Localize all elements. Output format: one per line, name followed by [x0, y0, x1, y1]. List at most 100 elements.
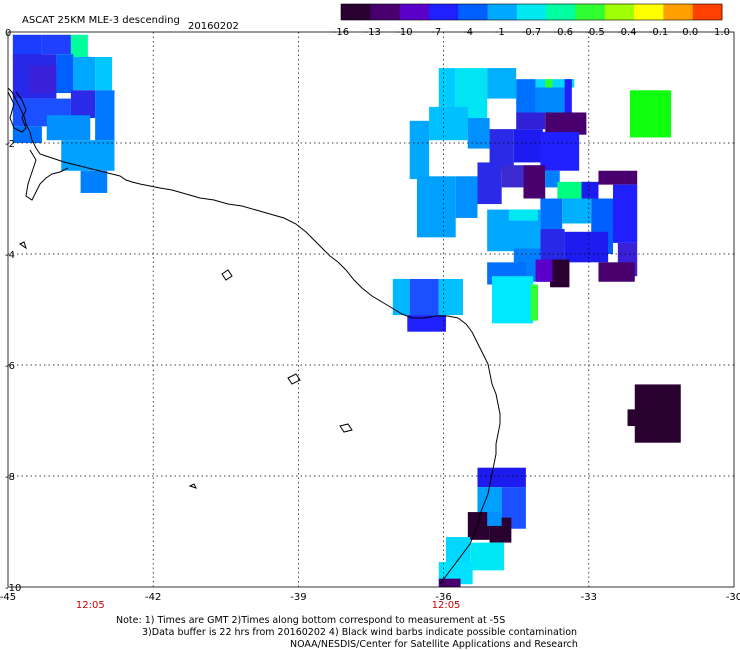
wind-cell	[516, 112, 546, 130]
wind-cell	[545, 170, 560, 188]
colorbar-tick-label: -1	[495, 27, 505, 38]
wind-cell	[61, 140, 115, 171]
wind-cell	[564, 231, 609, 263]
colorbar-segment	[634, 4, 664, 20]
map-date: 20160202	[188, 21, 239, 32]
lat-tick-label: -2	[5, 139, 15, 150]
lat-tick-label: 0	[5, 28, 11, 39]
colorbar-tick-label: -7	[431, 27, 441, 38]
lon-tick-label: -42	[145, 592, 161, 603]
wind-cell	[95, 56, 113, 91]
wind-cell	[467, 512, 490, 540]
wind-cell	[550, 259, 570, 288]
time-labels: 12:05 12:05	[76, 600, 461, 611]
colorbar-segment	[428, 4, 459, 20]
colorbar-segment	[458, 4, 489, 20]
wind-cell	[535, 87, 565, 113]
wind-cell	[629, 90, 672, 138]
wind-cell	[56, 54, 74, 94]
colorbar-tick-label: -0.4	[617, 27, 637, 38]
wind-cell	[562, 198, 592, 224]
wind-cell	[41, 34, 71, 55]
wind-cell	[95, 90, 115, 141]
wind-cell	[438, 68, 456, 116]
colorbar-frame	[340, 3, 723, 21]
wind-cell	[429, 106, 468, 141]
colorbar-segment	[487, 4, 518, 20]
brazil-coastline	[7, 87, 501, 585]
wind-cell	[545, 112, 587, 135]
wind-cell	[446, 537, 471, 563]
colorbar-tick-label: 0.0	[682, 27, 698, 38]
wind-cell	[409, 278, 439, 316]
wind-cell	[392, 278, 410, 316]
wind-cell	[516, 79, 536, 113]
colorbar-tick-label: -4	[463, 27, 473, 38]
wind-cell	[564, 79, 572, 121]
wind-cell	[540, 198, 563, 230]
colorbar-segment	[575, 4, 606, 20]
island-5	[188, 483, 197, 489]
colorbar-segment	[370, 4, 401, 20]
island-3	[339, 423, 353, 433]
wind-cell	[598, 170, 638, 185]
wind-cell	[598, 262, 635, 282]
colorbar-tick-label: -10	[396, 27, 412, 38]
wind-cell	[455, 176, 478, 218]
lat-tick-label: -10	[5, 583, 21, 594]
note-line-1: Note: 1) Times are GMT 2)Times along bot…	[116, 615, 506, 626]
wind-cell	[80, 170, 108, 193]
colorbar-tick-label: -0.1	[649, 27, 669, 38]
wind-cell	[535, 79, 575, 88]
wind-cell	[508, 209, 538, 221]
lat-tick-label: -4	[5, 250, 15, 261]
axis-labels: -45 -42 -39 -36 -33 -30 0 -2 -4 -6 -8 -10	[0, 28, 740, 603]
colorbar-tick-label: -0.7	[522, 27, 542, 38]
wind-cell	[46, 115, 91, 141]
wind-cell	[540, 131, 580, 171]
coastline	[7, 87, 501, 585]
wind-cell	[581, 181, 599, 199]
colorbar-tick-label: -13	[365, 27, 381, 38]
note-line-2: 3)Data buffer is 22 hrs from 20160202 4)…	[142, 627, 578, 638]
colorbar-segment	[604, 4, 635, 20]
wind-cell	[613, 184, 638, 243]
note-line-3: NOAA/NESDIS/Center for Satellite Applica…	[290, 639, 578, 650]
wind-cell	[438, 278, 463, 316]
colorbar-segment	[692, 4, 723, 20]
island-4	[19, 241, 27, 250]
wind-cell	[487, 68, 517, 99]
lat-tick-label: -8	[5, 472, 15, 483]
wind-cell	[627, 409, 643, 427]
wind-cell	[545, 79, 553, 88]
wind-cell	[477, 162, 502, 205]
island-1	[221, 269, 233, 281]
colorbar-tick-label: 1.0	[714, 27, 730, 38]
lon-tick-label: -39	[290, 592, 306, 603]
wind-cell	[501, 165, 524, 188]
colorbar-segment	[341, 4, 371, 20]
wind-cell	[438, 578, 461, 587]
wind-cell	[29, 65, 57, 94]
wind-cell	[409, 120, 430, 180]
wind-cell	[492, 276, 534, 324]
lon-tick-label: -33	[581, 592, 597, 603]
wind-cell	[470, 542, 505, 571]
lon-tick-label: -45	[0, 592, 16, 603]
wind-cell	[487, 512, 502, 526]
colorbar-segment	[516, 4, 547, 20]
time-label: 12:05	[76, 600, 105, 611]
map-title: ASCAT 25KM MLE-3 descending	[22, 15, 180, 26]
island-2	[287, 373, 301, 385]
wind-cell	[12, 126, 42, 143]
map-frame	[7, 31, 735, 588]
lon-tick-label: -36	[435, 592, 451, 603]
time-label: 12:05	[432, 600, 461, 611]
wind-cell	[467, 118, 490, 149]
wind-cell	[530, 284, 538, 321]
colorbar-segment	[399, 4, 430, 20]
wind-cell	[73, 56, 96, 91]
wind-cell	[407, 315, 447, 332]
wind-cell	[70, 34, 88, 63]
